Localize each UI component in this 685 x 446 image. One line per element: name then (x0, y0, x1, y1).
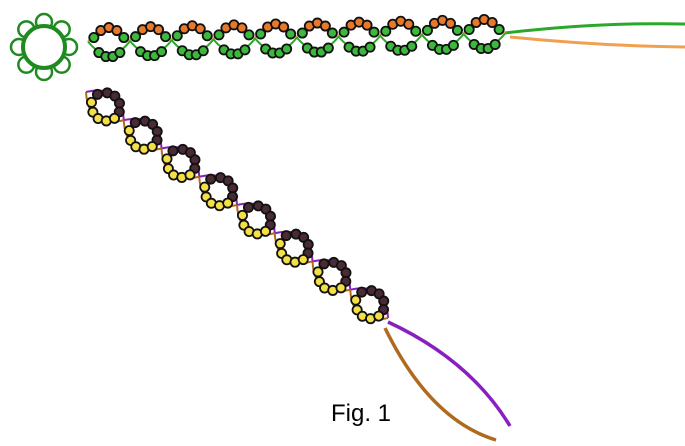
yellow-bead (146, 141, 158, 153)
green-bead (156, 46, 168, 58)
green-thread-tail (504, 22, 685, 35)
orange-bead (338, 26, 350, 38)
orange-bead (368, 26, 380, 38)
yellow-bead (161, 153, 173, 165)
yellow-bead (297, 254, 309, 266)
green-bead (364, 41, 376, 53)
green-bead (322, 42, 334, 54)
orange-bead (118, 32, 130, 44)
orange-bead (130, 31, 142, 43)
orange-bead (285, 28, 297, 40)
dark-bead (91, 88, 103, 100)
orange-bead (410, 25, 422, 37)
green-bead (239, 44, 251, 56)
orange-bead (201, 30, 213, 42)
yellow-bead (350, 294, 362, 306)
orange-bead (326, 27, 338, 39)
green-bead (114, 47, 126, 59)
brown-thread-tail (383, 327, 497, 442)
orange-bead (296, 27, 308, 39)
orange-bead (463, 23, 475, 35)
dark-bead (356, 286, 368, 298)
purple-thread-tail (387, 320, 512, 427)
orange-bead (421, 24, 433, 36)
yellow-bead (236, 209, 248, 221)
orange-bead (319, 20, 331, 32)
yellow-bead (373, 310, 385, 322)
dark-bead (242, 201, 254, 213)
green-bead (406, 40, 418, 52)
orange-bead (160, 31, 172, 43)
dark-bead (280, 230, 292, 242)
orange-bead (403, 18, 415, 30)
green-bead (447, 39, 459, 51)
orange-bead (486, 16, 498, 28)
orange-bead (171, 30, 183, 42)
orange-bead (243, 29, 255, 41)
yellow-bead (222, 197, 234, 209)
orange-bead (444, 17, 456, 29)
dark-bead (205, 173, 217, 185)
green-bead (281, 43, 293, 55)
yellow-bead (184, 169, 196, 181)
orange-bead (194, 23, 206, 35)
orange-bead (361, 19, 373, 31)
yellow-bead (123, 125, 135, 137)
yellow-bead (199, 181, 211, 193)
yellow-bead (259, 225, 271, 237)
yellow-bead (335, 282, 347, 294)
yellow-bead (312, 266, 324, 278)
orange-bead (380, 25, 392, 37)
yellow-bead (108, 112, 120, 124)
orange-bead (111, 25, 123, 37)
orange-bead (493, 23, 505, 35)
yellow-bead (274, 238, 286, 250)
orange-bead (236, 22, 248, 34)
green-bead (197, 45, 209, 57)
orange-thread-tail (509, 35, 685, 49)
yellow-bead (85, 96, 97, 108)
orange-bead (153, 24, 165, 36)
ring-center (23, 26, 65, 68)
ring-outline (21, 24, 67, 70)
dark-bead (129, 117, 141, 129)
bead-groups (85, 13, 505, 325)
thread-paths (85, 19, 685, 442)
orange-bead (278, 21, 290, 33)
figure-caption: Fig. 1 (331, 400, 392, 427)
flower-ring-icon (9, 12, 79, 82)
orange-bead (213, 29, 225, 41)
dark-bead (167, 145, 179, 157)
dark-bead (318, 258, 330, 270)
orange-bead (88, 32, 100, 44)
green-bead (489, 38, 501, 50)
orange-bead (451, 24, 463, 36)
orange-bead (255, 28, 267, 40)
